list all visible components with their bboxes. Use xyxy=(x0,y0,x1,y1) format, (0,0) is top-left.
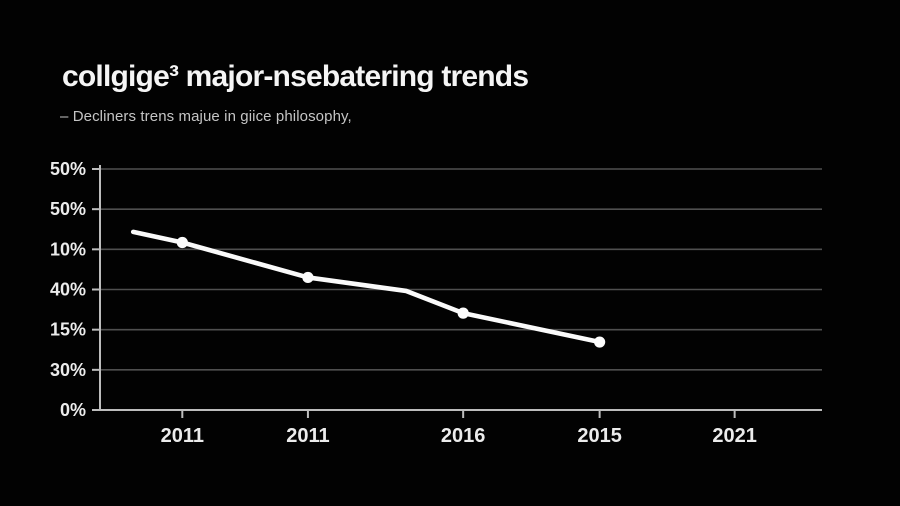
y-tick-label: 50% xyxy=(50,159,86,179)
x-tick-label: 2011 xyxy=(286,425,329,447)
x-tick-label: 2016 xyxy=(441,425,486,447)
x-tick-label: 2021 xyxy=(712,425,757,447)
chart-title: collgige³ major-nsebatering trends xyxy=(62,60,529,93)
y-tick-label: 50% xyxy=(50,199,86,219)
data-point-dot xyxy=(176,236,188,249)
y-tick-label: 0% xyxy=(60,400,86,420)
data-point-dot xyxy=(302,271,314,284)
trend-line xyxy=(130,229,602,345)
y-tick-label: 10% xyxy=(50,239,86,259)
x-tick-label: 2011 xyxy=(161,425,204,447)
x-tick-label: 2015 xyxy=(577,425,622,447)
chart-subtitle: – Decliners trens majue in giice philoso… xyxy=(60,108,352,125)
y-tick-label: 15% xyxy=(50,320,86,340)
y-tick-label: 30% xyxy=(50,360,86,380)
data-point-dot xyxy=(594,336,606,348)
y-tick-label: 40% xyxy=(50,280,86,300)
data-point-dot xyxy=(457,307,469,319)
